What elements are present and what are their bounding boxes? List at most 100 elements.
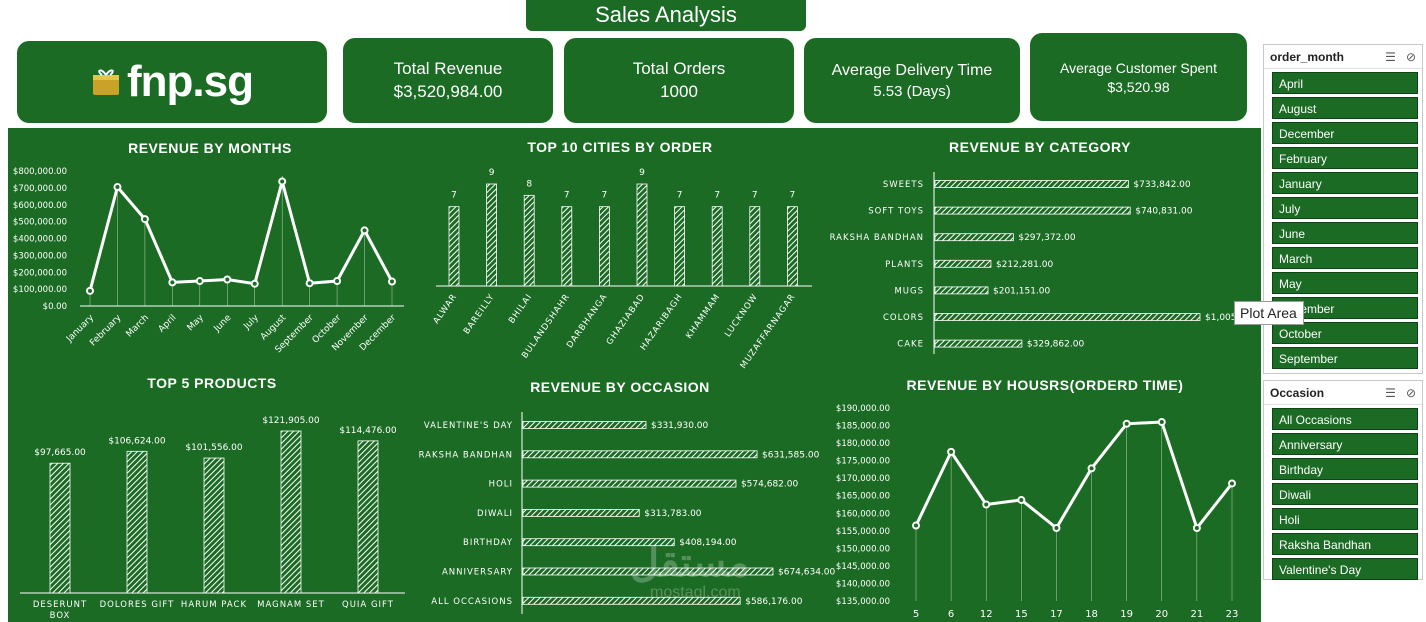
x-tick-label: 19 [1120, 609, 1133, 620]
slicer-item[interactable]: June [1272, 222, 1418, 244]
bar [934, 339, 1023, 348]
y-tick-label: ALL OCCASIONS [431, 597, 513, 607]
chart-title-revenue-by-hours: REVENUE BY HOUSRS(ORDERD TIME) [906, 377, 1184, 393]
data-label: $331,930.00 [651, 421, 709, 431]
data-label: $329,862.00 [1027, 340, 1085, 350]
slicer-item[interactable]: February [1272, 147, 1418, 169]
logo-text: fnp.sg [127, 57, 254, 106]
kpi-title: Total Revenue [393, 59, 503, 78]
data-point [1017, 495, 1026, 504]
slicer-items: April August December February January July Ju… [1264, 72, 1422, 369]
x-tick-label: DOLORES GIFT [100, 600, 175, 610]
x-tick-label: BAREILLY [462, 292, 497, 336]
bar [934, 286, 989, 295]
y-tick-label: BIRTHDAY [463, 538, 513, 548]
x-tick-label: June [212, 313, 234, 335]
bar [280, 430, 302, 594]
slicer-item[interactable]: Birthday [1272, 458, 1418, 480]
slicer-item[interactable]: Holi [1272, 508, 1418, 530]
data-point [1122, 419, 1131, 428]
y-tick-label: $800,000.00 [13, 167, 67, 177]
kpi-title: Total Orders [632, 59, 726, 78]
bar [561, 206, 573, 287]
y-tick-label: HOLI [489, 480, 513, 490]
slicer-item[interactable]: January [1272, 172, 1418, 194]
data-label: $574,682.00 [741, 480, 799, 490]
x-tick-label: ALWAR [432, 292, 460, 326]
x-tick-label: DARBHANGA [565, 292, 610, 350]
data-point [1157, 418, 1166, 427]
data-label: 7 [564, 191, 570, 201]
bar [357, 440, 379, 594]
slicer-header: order_month ☰ ⊘ [1264, 45, 1422, 69]
y-tick-label: $600,000.00 [13, 201, 67, 211]
bar [522, 450, 758, 459]
kpi-value: 5.53 (Days) [873, 82, 951, 100]
y-tick-label: RAKSHA BANDHAN [419, 450, 513, 460]
slicer-order-month[interactable]: order_month ☰ ⊘ April August December Februa… [1263, 44, 1423, 374]
x-tick-label: HARUM PACK [181, 600, 247, 610]
bar [749, 206, 761, 287]
slicer-item[interactable]: March [1272, 247, 1418, 269]
x-tick-label: 6 [948, 609, 954, 620]
y-tick-label: $200,000.00 [13, 268, 67, 278]
data-point [388, 277, 396, 286]
data-label: $313,783.00 [644, 509, 702, 519]
data-point [86, 286, 94, 295]
x-tick-label: 5 [913, 609, 919, 620]
slicer-occasion[interactable]: Occasion ☰ ⊘ All Occasions Anniversary Birt… [1263, 380, 1423, 580]
x-tick-label: May [186, 313, 207, 334]
y-tick-label: $185,000.00 [836, 422, 890, 432]
x-tick-label: MAGNAM SET [257, 600, 325, 610]
y-tick-label: COLORS [883, 313, 924, 323]
data-label: $586,176.00 [745, 597, 803, 607]
y-tick-label: PLANTS [885, 260, 924, 270]
y-tick-label: $165,000.00 [836, 492, 890, 502]
slicer-header: Occasion ☰ ⊘ [1264, 381, 1422, 405]
clear-filter-icon[interactable]: ⊘ [1405, 385, 1416, 400]
plot-area-tooltip: Plot Area [1234, 301, 1304, 325]
bar [522, 508, 640, 517]
slicer-item[interactable]: Diwali [1272, 483, 1418, 505]
slicer-item[interactable]: September [1272, 347, 1418, 369]
logo-card: fnp.sg [17, 41, 327, 123]
slicer-item[interactable]: All Occasions [1272, 408, 1418, 430]
y-tick-label: $700,000.00 [13, 184, 67, 194]
y-tick-label: MUGS [894, 286, 924, 296]
y-tick-label: CAKE [897, 340, 924, 350]
clear-filter-icon[interactable]: ⊘ [1405, 49, 1416, 64]
bar [523, 194, 535, 287]
bar [522, 567, 774, 576]
slicer-item[interactable]: Raksha Bandhan [1272, 533, 1418, 555]
slicer-item[interactable]: May [1272, 272, 1418, 294]
slicer-item[interactable]: August [1272, 97, 1418, 119]
bar [934, 233, 1014, 242]
slicer-item[interactable]: October [1272, 322, 1418, 344]
slicer-item[interactable]: Anniversary [1272, 433, 1418, 455]
x-tick-label: April [157, 313, 179, 335]
chart-title-revenue-by-category: REVENUE BY CATEGORY [949, 139, 1131, 155]
chart-title-revenue-by-months: REVENUE BY MONTHS [128, 140, 292, 156]
data-label: 9 [489, 168, 495, 178]
data-label: $408,194.00 [679, 538, 737, 548]
multi-select-icon[interactable]: ☰ [1385, 49, 1396, 64]
x-tick-label: 18 [1085, 609, 1098, 620]
y-tick-label: $100,000.00 [13, 285, 67, 295]
x-tick-label: 20 [1155, 609, 1168, 620]
watermark-logo: مستقل [630, 541, 750, 585]
y-tick-label: $140,000.00 [836, 579, 890, 589]
slicer-item[interactable]: Valentine's Day [1272, 558, 1418, 580]
slicer-item[interactable]: July [1272, 197, 1418, 219]
x-tick-label: LUCKNOW [723, 292, 760, 339]
bar [522, 596, 741, 605]
data-point [305, 279, 314, 288]
slicer-item[interactable]: December [1272, 122, 1418, 144]
x-tick-label: BOX [50, 611, 71, 621]
slicer-item[interactable]: April [1272, 72, 1418, 94]
data-label: $97,665.00 [34, 448, 86, 458]
x-tick-label: BHILAI [507, 292, 535, 326]
y-tick-label: $500,000.00 [13, 218, 67, 228]
bar [674, 206, 685, 287]
multi-select-icon[interactable]: ☰ [1385, 385, 1396, 400]
